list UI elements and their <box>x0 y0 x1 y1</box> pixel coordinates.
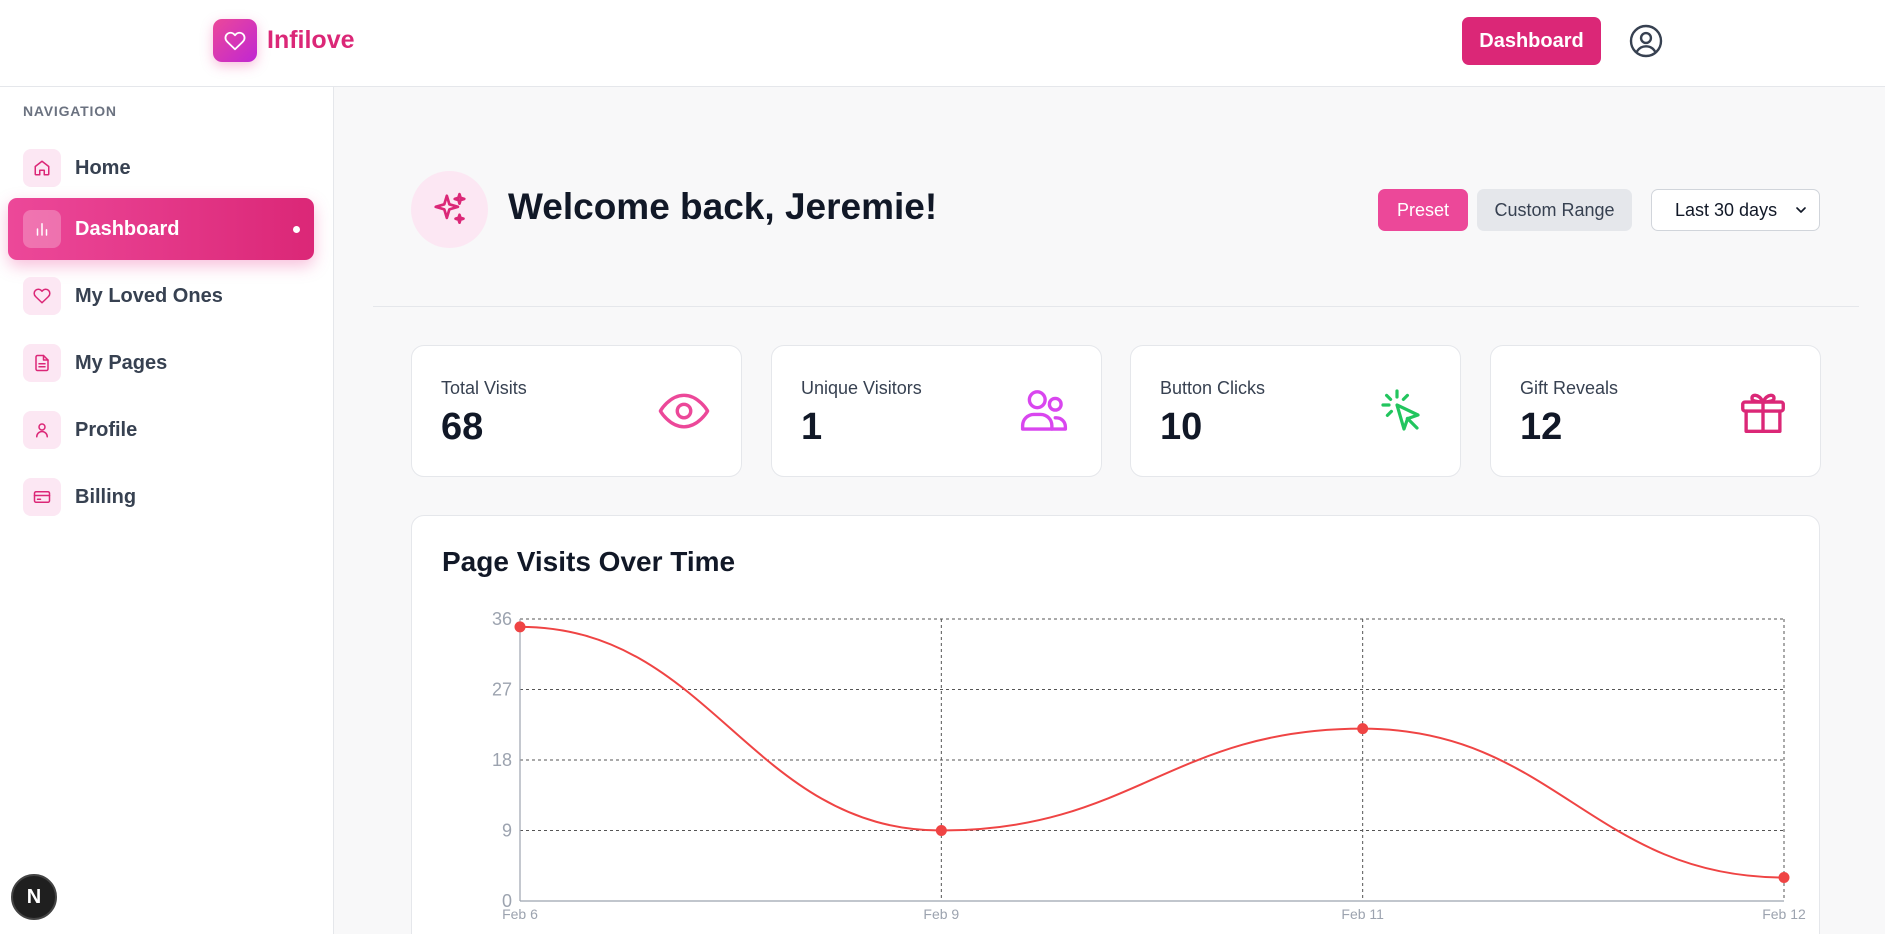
sidebar-item-dashboard[interactable]: Dashboard <box>8 198 314 260</box>
stat-label: Unique Visitors <box>801 378 922 398</box>
sidebar-item-home[interactable]: Home <box>8 137 314 199</box>
stat-value: 68 <box>441 406 484 448</box>
preset-button[interactable]: Preset <box>1378 189 1468 231</box>
stat-card-button-clicks: Button Clicks 10 <box>1130 345 1461 477</box>
gift-icon <box>1736 384 1790 438</box>
y-tick-label: 36 <box>492 609 512 629</box>
stat-label: Total Visits <box>441 378 527 398</box>
heart-icon <box>23 277 61 315</box>
sidebar-item-billing[interactable]: Billing <box>8 466 314 528</box>
chart-title: Page Visits Over Time <box>442 546 736 577</box>
y-tick-label: 27 <box>492 680 512 700</box>
data-point <box>1778 872 1790 883</box>
sidebar-item-profile[interactable]: Profile <box>8 399 314 461</box>
brand[interactable]: Infilove <box>213 19 355 62</box>
home-icon <box>23 149 61 187</box>
sidebar: NAVIGATION Home Dashboard My Loved Ones … <box>0 87 334 934</box>
brand-name: Infilove <box>267 26 355 54</box>
x-tick-label: Feb 12 <box>1762 906 1806 922</box>
line-chart: 0 9 18 27 36 Feb 6 Feb 9 Feb 11 Feb 12 <box>492 609 1806 922</box>
stat-label: Gift Reveals <box>1520 378 1619 398</box>
stat-value: 12 <box>1520 406 1563 448</box>
stat-label: Button Clicks <box>1160 378 1266 398</box>
page-title: Welcome back, Jeremie! <box>508 186 938 227</box>
y-tick-label: 0 <box>502 891 512 911</box>
date-range-value: Last 30 days <box>1675 199 1778 220</box>
stat-value: 1 <box>801 406 823 448</box>
dashboard-button[interactable]: Dashboard <box>1462 17 1601 65</box>
user-circle-icon[interactable] <box>1627 22 1665 60</box>
user-icon <box>23 411 61 449</box>
sidebar-item-label: Home <box>75 156 131 179</box>
y-tick-label: 9 <box>502 821 512 841</box>
divider <box>373 306 1859 307</box>
credit-card-icon <box>23 478 61 516</box>
x-tick-label: Feb 11 <box>1341 906 1384 922</box>
stat-card-total-visits: Total Visits 68 <box>411 345 742 477</box>
stat-card-unique-visitors: Unique Visitors 1 <box>771 345 1102 477</box>
stat-card-gift-reveals: Gift Reveals 12 <box>1490 345 1821 477</box>
nav-heading: NAVIGATION <box>23 103 117 119</box>
cursor-click-icon <box>1376 384 1430 438</box>
stat-value: 10 <box>1160 406 1203 448</box>
sparkles-icon <box>411 171 488 248</box>
x-tick-label: Feb 9 <box>923 906 959 922</box>
sidebar-item-my-loved-ones[interactable]: My Loved Ones <box>8 265 314 327</box>
sidebar-item-label: Dashboard <box>75 217 180 240</box>
sidebar-item-my-pages[interactable]: My Pages <box>8 332 314 394</box>
n-badge[interactable]: N <box>11 874 57 920</box>
eye-icon <box>657 384 711 438</box>
page-visits-chart-card: Page Visits Over Time 0 9 18 27 36 Feb 6 Feb 9… <box>411 515 1820 934</box>
sidebar-item-label: My Loved Ones <box>75 284 223 307</box>
x-tick-label: Feb 6 <box>502 906 538 922</box>
series-line <box>519 625 1785 879</box>
date-range-select[interactable]: Last 30 days <box>1651 189 1820 231</box>
top-header: Infilove Dashboard <box>0 0 1885 87</box>
active-dot <box>293 226 300 233</box>
sidebar-item-label: My Pages <box>75 351 168 374</box>
data-point <box>935 825 947 836</box>
sidebar-item-label: Billing <box>75 485 137 508</box>
data-point <box>1357 723 1369 735</box>
heart-icon <box>213 19 257 62</box>
data-point <box>514 621 526 633</box>
custom-range-button[interactable]: Custom Range <box>1477 189 1632 231</box>
chevron-down-icon <box>1793 202 1809 223</box>
users-icon <box>1017 384 1071 438</box>
sidebar-item-label: Profile <box>75 418 138 441</box>
y-tick-label: 18 <box>492 750 512 770</box>
file-icon <box>23 344 61 382</box>
bar-chart-icon <box>23 210 61 248</box>
